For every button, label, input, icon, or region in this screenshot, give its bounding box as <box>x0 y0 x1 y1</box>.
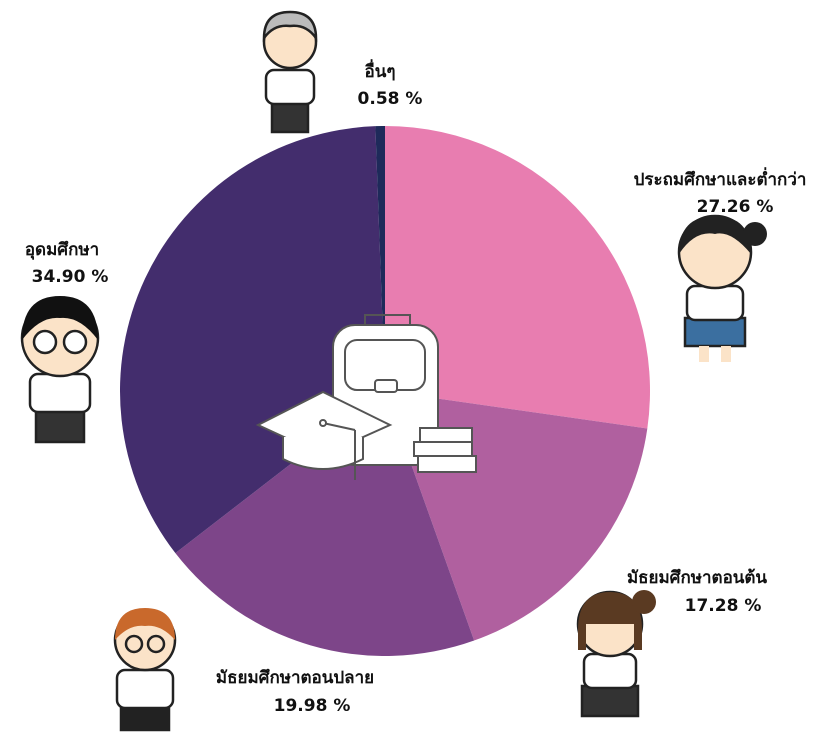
value-label: 27.26 % <box>697 197 774 217</box>
pie-slice <box>119 126 385 554</box>
value-label: 0.58 % <box>358 89 423 109</box>
pie <box>119 126 650 656</box>
character-illustration <box>262 10 318 134</box>
character-illustration <box>677 214 767 362</box>
character-illustration <box>20 296 100 444</box>
category-label: มัธยมศึกษาตอนต้น <box>627 568 767 588</box>
category-label: ประถมศึกษาและต่ำกว่า <box>634 167 807 190</box>
category-label: มัธยมศึกษาตอนปลาย <box>216 668 374 688</box>
category-label: อื่นๆ <box>365 59 396 82</box>
pie-slice <box>385 126 650 429</box>
center-icon <box>255 314 477 480</box>
value-label: 17.28 % <box>685 596 762 616</box>
character-illustration <box>576 590 656 718</box>
value-label: 34.90 % <box>32 267 109 287</box>
category-label: อุดมศึกษา <box>25 240 99 260</box>
labels: ประถมศึกษาและต่ำกว่า 27.26 % มัธยมศึกษาตอน… <box>25 59 807 716</box>
value-label: 19.98 % <box>274 696 351 716</box>
character-illustration <box>113 608 177 732</box>
